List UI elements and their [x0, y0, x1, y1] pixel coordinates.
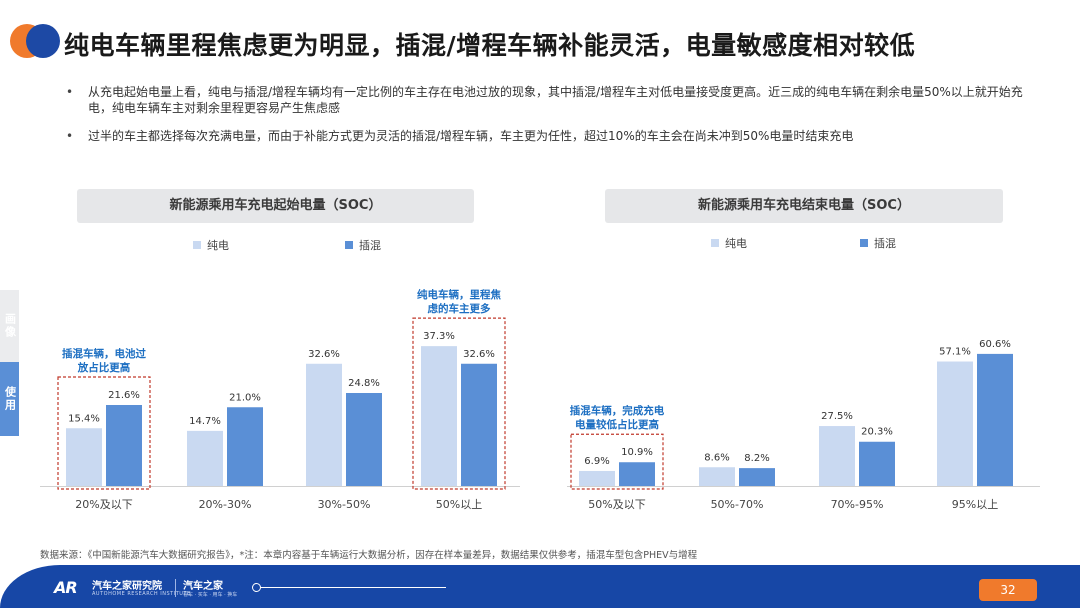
chart2-tick-label: 50%-70% — [711, 498, 764, 511]
chart2-bar-phev-2 — [739, 468, 775, 486]
chart1-bar-phev-3 — [346, 393, 382, 486]
chart2-bar-phev-1 — [619, 462, 655, 486]
chart2-bar-bev-1 — [579, 470, 615, 486]
bullet-item-2: • 过半的车主都选择每次充满电量，而由于补能方式更为灵活的插混/增程车辆，车主更… — [64, 128, 1024, 144]
chart2-title: 新能源乘用车充电结束电量（SOC） — [605, 189, 1003, 223]
chart1-bar-bev-4 — [421, 346, 457, 486]
chart2-bar-bev-3 — [819, 426, 855, 486]
chart1-annotation-text: 虑的车主更多 — [428, 302, 491, 315]
chart1-value-label: 32.6% — [463, 349, 495, 360]
chart2-annotation-text: 电量较低占比更高 — [575, 418, 659, 431]
chart1-bar-phev-1 — [106, 405, 142, 486]
chart2-annotation-text: 插混车辆，完成充电 — [570, 404, 665, 417]
chart2-bar-phev-3 — [859, 441, 895, 486]
legend-swatch-phev — [345, 241, 353, 249]
chart1-title: 新能源乘用车充电起始电量（SOC） — [77, 189, 474, 223]
chart1-annotation-text: 纯电车辆，里程焦 — [417, 288, 501, 301]
chart2-bar-bev-4 — [937, 361, 973, 486]
chart1-legend-bev: 纯电 — [193, 238, 229, 252]
bullet-dot-icon: • — [66, 129, 74, 143]
chart2-value-label: 20.3% — [861, 427, 893, 438]
legend-swatch-phev — [860, 239, 868, 247]
legend-swatch-bev — [193, 241, 201, 249]
chart2-value-label: 8.2% — [744, 453, 769, 464]
chart1-highlight-box — [412, 317, 506, 490]
page-title: 纯电车辆里程焦虑更为明显，插混/增程车辆补能灵活，电量敏感度相对较低 — [64, 31, 916, 60]
chart1-value-label: 37.3% — [423, 331, 455, 342]
chart1-tick-label: 50%以上 — [436, 498, 482, 511]
chart1-tick-label: 30%-50% — [318, 498, 371, 511]
footer-logo-icon: AR — [54, 578, 78, 597]
legend-label-bev: 纯电 — [207, 239, 229, 252]
chart2-value-label: 8.6% — [704, 452, 729, 463]
bullet-text-2: 过半的车主都选择每次充满电量，而由于补能方式更为灵活的插混/增程车辆，车主更为任… — [88, 129, 854, 143]
legend-label-phev: 插混 — [874, 237, 896, 250]
chart2-bar-phev-4 — [977, 353, 1013, 486]
bullet-list: • 从充电起始电量上看，纯电与插混/增程车辆均有一定比例的车主存在电池过放的现象… — [64, 84, 1024, 156]
side-tab-profile[interactable]: 画像 — [0, 290, 19, 362]
legend-label-phev: 插混 — [359, 239, 381, 252]
chart2-value-label: 60.6% — [979, 339, 1011, 350]
footer-org-name: 汽车之家研究院 — [92, 581, 162, 592]
blue-dot-icon — [26, 24, 60, 58]
chart2-value-label: 10.9% — [621, 447, 653, 458]
page-number: 32 — [979, 579, 1037, 601]
footer-divider — [175, 579, 176, 597]
chart2-value-label: 57.1% — [939, 347, 971, 358]
chart1-bar-bev-1 — [66, 428, 102, 486]
chart2-tick-label: 50%及以下 — [588, 498, 645, 511]
chart1-highlight-box — [57, 376, 151, 490]
footer-bar: AR 汽车之家研究院 AUTOHOME RESEARCH INSTITUTE 汽… — [0, 565, 1080, 608]
chart2-value-label: 6.9% — [584, 456, 609, 467]
chart1-value-label: 21.0% — [229, 392, 261, 403]
source-note: 数据来源：《中国新能源汽车大数据研究报告》，*注：本章内容基于车辆运行大数据分析… — [40, 550, 698, 561]
chart2-bar-bev-2 — [699, 467, 735, 486]
chart1-annotation-text: 插混车辆，电池过 — [62, 347, 146, 360]
footer-brand-sub: 看车 · 买车 · 用车 · 换车 — [183, 592, 238, 598]
chart1-tick-label: 20%及以下 — [75, 498, 132, 511]
legend-label-bev: 纯电 — [725, 237, 747, 250]
chart1-legend-phev: 插混 — [345, 238, 381, 252]
chart1-annotation-text: 放占比更高 — [77, 361, 131, 374]
footer-org-sub: AUTOHOME RESEARCH INSTITUTE — [92, 591, 191, 597]
progress-dot-icon — [252, 583, 261, 592]
bullet-dot-icon: • — [66, 85, 74, 99]
chart1-bar-bev-3 — [306, 363, 342, 486]
chart1-value-label: 15.4% — [68, 413, 100, 424]
chart1-value-label: 14.7% — [189, 416, 221, 427]
chart2-tick-label: 70%-95% — [831, 498, 884, 511]
chart1-value-label: 21.6% — [108, 390, 140, 401]
side-tab-usage[interactable]: 使用 — [0, 362, 19, 436]
chart1-bar-bev-2 — [187, 430, 223, 486]
chart1-value-label: 24.8% — [348, 378, 380, 389]
bullet-item-1: • 从充电起始电量上看，纯电与插混/增程车辆均有一定比例的车主存在电池过放的现象… — [64, 84, 1024, 116]
brand-dots-icon — [10, 23, 60, 59]
chart1-bar-phev-2 — [227, 407, 263, 486]
chart2-tick-label: 95%以上 — [952, 498, 998, 511]
legend-swatch-bev — [711, 239, 719, 247]
footer-brand-name: 汽车之家 — [183, 581, 223, 592]
progress-track — [256, 587, 446, 588]
bullet-text-1: 从充电起始电量上看，纯电与插混/增程车辆均有一定比例的车主存在电池过放的现象，其… — [88, 85, 1023, 115]
chart2-highlight-box — [570, 433, 664, 490]
chart2-legend-bev: 纯电 — [711, 236, 747, 250]
chart2-legend-phev: 插混 — [860, 236, 896, 250]
chart1-bar-phev-4 — [461, 363, 497, 486]
chart1-tick-label: 20%-30% — [199, 498, 252, 511]
chart1-value-label: 32.6% — [308, 349, 340, 360]
chart2-value-label: 27.5% — [821, 411, 853, 422]
